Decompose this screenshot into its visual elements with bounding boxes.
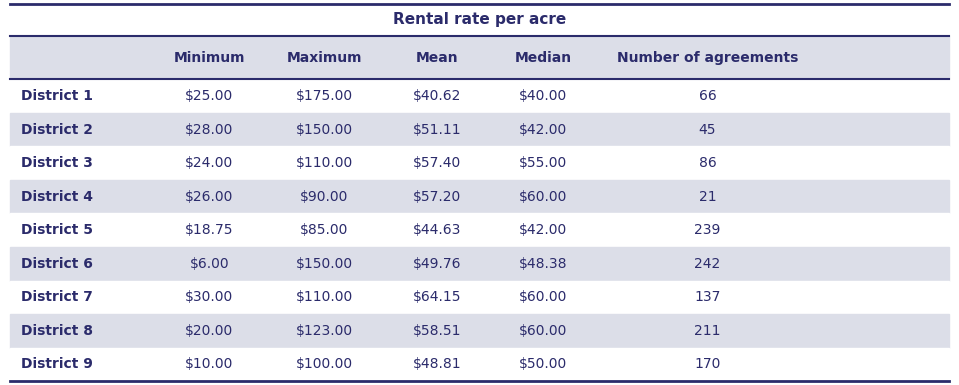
Text: Number of agreements: Number of agreements — [617, 50, 798, 65]
Bar — [10, 36, 949, 79]
Text: $60.00: $60.00 — [519, 290, 567, 304]
Text: District 2: District 2 — [21, 122, 93, 137]
Bar — [10, 247, 949, 281]
Text: District 9: District 9 — [21, 357, 93, 372]
Text: $42.00: $42.00 — [519, 122, 567, 137]
Text: $26.00: $26.00 — [185, 190, 233, 204]
Text: $24.00: $24.00 — [185, 156, 233, 170]
Text: $40.62: $40.62 — [413, 89, 461, 103]
Text: Minimum: Minimum — [174, 50, 246, 65]
Text: Mean: Mean — [416, 50, 458, 65]
Text: 66: 66 — [698, 89, 716, 103]
Bar — [10, 180, 949, 213]
Text: $6.00: $6.00 — [190, 257, 229, 271]
Text: 21: 21 — [698, 190, 716, 204]
Text: 45: 45 — [699, 122, 716, 137]
Text: $18.75: $18.75 — [185, 223, 234, 237]
Text: $25.00: $25.00 — [185, 89, 233, 103]
Text: $55.00: $55.00 — [519, 156, 567, 170]
Text: District 6: District 6 — [21, 257, 93, 271]
Bar — [10, 79, 949, 113]
Text: $57.40: $57.40 — [413, 156, 461, 170]
Text: 242: 242 — [694, 257, 720, 271]
Text: District 3: District 3 — [21, 156, 93, 170]
Text: $150.00: $150.00 — [296, 122, 353, 137]
Text: District 5: District 5 — [21, 223, 93, 237]
Text: $123.00: $123.00 — [296, 324, 353, 338]
Text: $60.00: $60.00 — [519, 190, 567, 204]
Text: $60.00: $60.00 — [519, 324, 567, 338]
Text: 170: 170 — [694, 357, 720, 372]
Text: $110.00: $110.00 — [295, 156, 353, 170]
Text: District 4: District 4 — [21, 190, 93, 204]
Text: 239: 239 — [694, 223, 720, 237]
Text: $48.81: $48.81 — [413, 357, 461, 372]
Text: $51.11: $51.11 — [413, 122, 461, 137]
Bar — [10, 314, 949, 348]
Text: $90.00: $90.00 — [300, 190, 349, 204]
Text: District 7: District 7 — [21, 290, 93, 304]
Text: 86: 86 — [698, 156, 716, 170]
Text: Maximum: Maximum — [287, 50, 363, 65]
Text: $175.00: $175.00 — [296, 89, 353, 103]
Text: $110.00: $110.00 — [295, 290, 353, 304]
Text: $50.00: $50.00 — [519, 357, 567, 372]
Bar — [10, 146, 949, 180]
Text: $40.00: $40.00 — [519, 89, 567, 103]
Text: $48.38: $48.38 — [519, 257, 567, 271]
Text: 211: 211 — [694, 324, 720, 338]
Text: District 1: District 1 — [21, 89, 93, 103]
Text: $44.63: $44.63 — [413, 223, 461, 237]
Text: $28.00: $28.00 — [185, 122, 233, 137]
Text: $58.51: $58.51 — [413, 324, 461, 338]
Text: District 8: District 8 — [21, 324, 93, 338]
Text: $20.00: $20.00 — [185, 324, 233, 338]
Bar — [10, 4, 949, 36]
Bar — [10, 281, 949, 314]
Bar — [10, 213, 949, 247]
Bar — [10, 113, 949, 146]
Bar — [10, 348, 949, 381]
Text: $57.20: $57.20 — [413, 190, 461, 204]
Text: $42.00: $42.00 — [519, 223, 567, 237]
Text: Median: Median — [514, 50, 572, 65]
Text: $64.15: $64.15 — [413, 290, 461, 304]
Text: $49.76: $49.76 — [413, 257, 461, 271]
Text: $85.00: $85.00 — [300, 223, 349, 237]
Text: $150.00: $150.00 — [296, 257, 353, 271]
Text: Rental rate per acre: Rental rate per acre — [393, 12, 566, 27]
Text: 137: 137 — [694, 290, 720, 304]
Text: $30.00: $30.00 — [185, 290, 233, 304]
Text: $100.00: $100.00 — [296, 357, 353, 372]
Text: $10.00: $10.00 — [185, 357, 233, 372]
